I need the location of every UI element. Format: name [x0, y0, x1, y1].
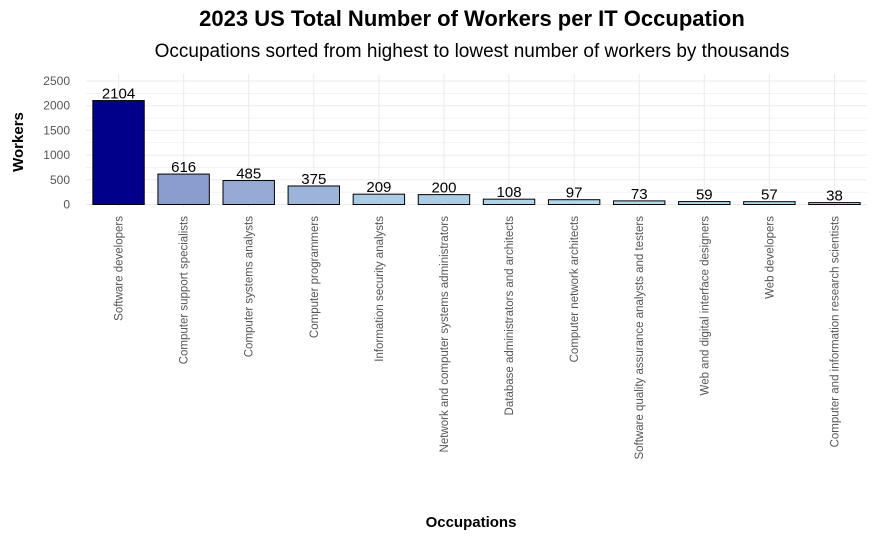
bar-value-label: 38	[826, 188, 843, 205]
x-tick-label: Information security analysts	[374, 216, 386, 362]
x-tick-label: Software developers	[114, 216, 126, 321]
x-tick-label: Computer network architects	[569, 216, 581, 363]
bar-value-label: 2104	[102, 86, 135, 103]
bar-value-label: 209	[366, 179, 391, 196]
data-labels: 2104 616 485 375 209 200 108 97 73 59 57 38	[102, 86, 843, 205]
x-tick-label: Network and computer systems administrat…	[439, 216, 451, 453]
y-axis-ticks: 0 500 1000 1500 2000 2500	[43, 74, 70, 212]
x-tick-label: Computer systems analysts	[244, 216, 256, 357]
y-axis-title: Workers	[10, 112, 27, 172]
bar	[287, 185, 340, 206]
chart-subtitle: Occupations sorted from highest to lowes…	[154, 41, 790, 62]
y-tick-label: 0	[63, 198, 70, 212]
bar	[417, 194, 471, 205]
x-tick-label: Web and digital interface designers	[699, 216, 711, 396]
bar-value-label: 108	[497, 184, 522, 201]
x-tick-label: Software quality assurance analysts and …	[634, 216, 646, 460]
bar-value-label: 375	[301, 171, 326, 188]
y-tick-label: 500	[50, 173, 70, 187]
bar	[157, 173, 210, 205]
bar-value-label: 97	[566, 185, 583, 202]
bar	[743, 201, 796, 206]
x-tick-label: Computer support specialists	[179, 216, 191, 365]
bars	[92, 100, 861, 206]
bar	[482, 198, 536, 205]
bar	[547, 199, 601, 206]
bar-value-label: 57	[761, 187, 778, 204]
y-tick-label: 1000	[43, 148, 70, 162]
bar-value-label: 616	[171, 159, 196, 176]
chart-title: 2023 US Total Number of Workers per IT O…	[199, 6, 745, 31]
y-tick-label: 1500	[43, 123, 70, 137]
x-axis-title: Occupations	[426, 514, 517, 531]
bar	[352, 193, 406, 205]
bar-value-label: 59	[696, 187, 713, 204]
bar	[92, 100, 145, 205]
grid-lines	[86, 74, 867, 207]
bar-value-label: 73	[631, 186, 648, 203]
x-axis-ticks: Software developers Computer support spec…	[114, 216, 842, 460]
bar-value-label: 485	[236, 166, 261, 183]
x-tick-label: Database administrators and architects	[504, 216, 516, 416]
bar	[808, 202, 861, 206]
bar	[678, 201, 731, 206]
x-tick-label: Computer and information research scient…	[829, 216, 841, 448]
bar	[222, 180, 275, 205]
y-tick-label: 2500	[43, 74, 70, 88]
x-tick-label: Computer programmers	[309, 216, 321, 338]
x-tick-label: Web developers	[764, 216, 776, 299]
bar	[613, 200, 666, 205]
bar-value-label: 200	[431, 180, 456, 197]
y-tick-label: 2000	[43, 99, 70, 113]
